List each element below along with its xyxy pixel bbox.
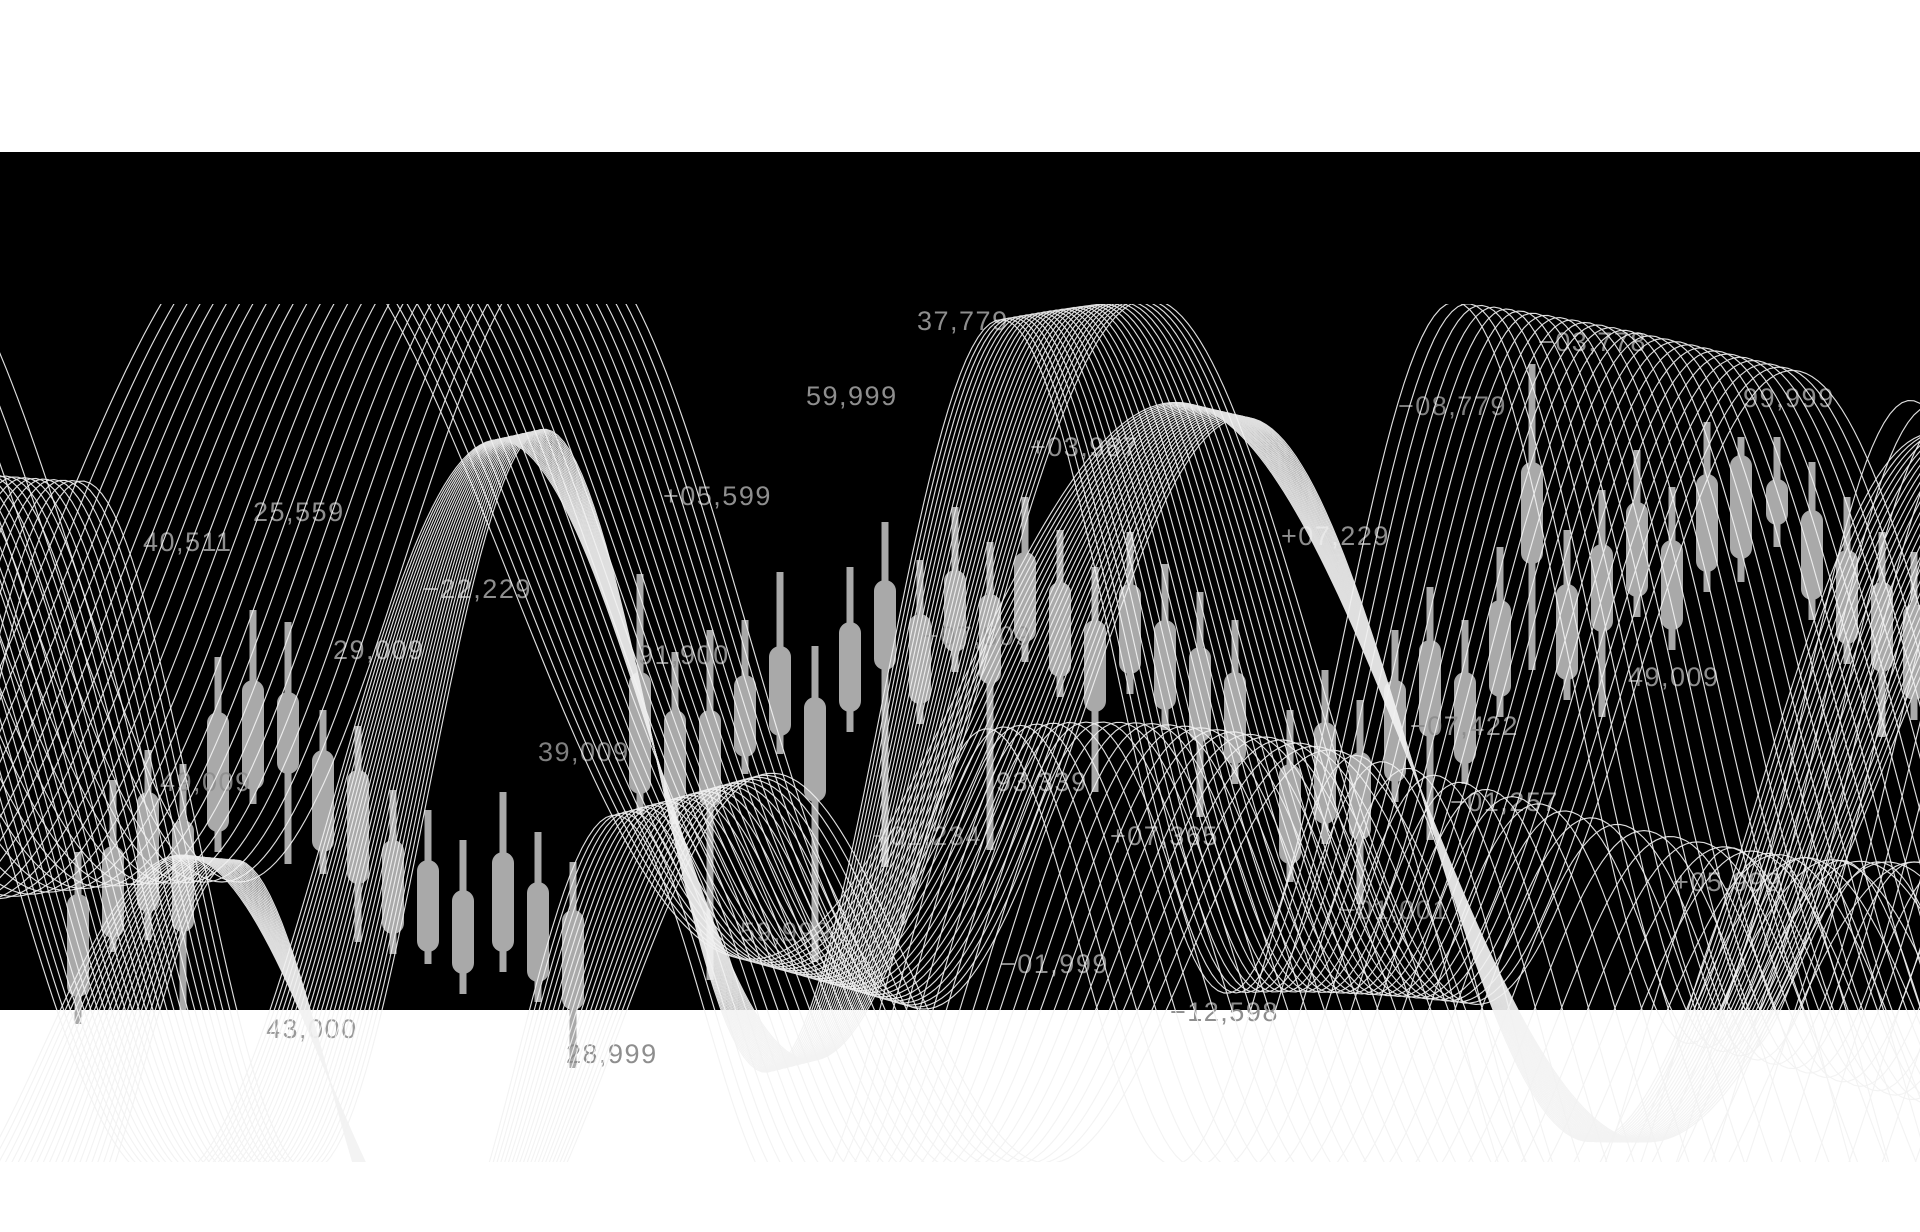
candlestick <box>1661 487 1683 650</box>
wave-mesh <box>0 203 1920 1232</box>
price-label: 25,559 <box>253 497 345 527</box>
candle-body <box>1766 479 1788 525</box>
candle-body <box>874 580 896 670</box>
candle-body <box>1049 582 1071 677</box>
candle-body <box>1661 540 1683 630</box>
candle-body <box>1801 510 1823 600</box>
price-label: −22,229 <box>423 574 532 604</box>
candle-body <box>1730 455 1752 559</box>
candle-body <box>277 692 299 774</box>
candlestick <box>979 542 1001 850</box>
candlestick <box>1730 437 1752 582</box>
price-label: +05,599 <box>663 481 772 511</box>
candlestick <box>1696 422 1718 592</box>
candlestick <box>207 657 229 852</box>
candle-body <box>734 675 756 757</box>
candlestick <box>769 572 791 754</box>
candlestick-layer <box>67 364 1920 1068</box>
candle-wick <box>812 646 819 962</box>
candle-body <box>417 860 439 952</box>
candlestick <box>1154 564 1176 730</box>
candlestick <box>452 840 474 994</box>
price-label: −08,779 <box>1398 391 1507 421</box>
price-label: −01,999 <box>1000 949 1109 979</box>
candlestick <box>839 567 861 732</box>
candle-body <box>1154 620 1176 710</box>
price-label: 39,009 <box>538 737 630 767</box>
candle-body <box>804 697 826 802</box>
candlestick <box>1591 490 1613 717</box>
price-label: −12,598 <box>1170 997 1279 1027</box>
candle-body <box>769 646 791 736</box>
candle-body <box>839 622 861 712</box>
candlestick <box>734 620 756 774</box>
price-label: −01,257 <box>1450 787 1559 817</box>
price-label: 59,999 <box>806 381 898 411</box>
candle-body <box>492 852 514 952</box>
candlestick <box>492 792 514 972</box>
candle-body <box>452 890 474 974</box>
